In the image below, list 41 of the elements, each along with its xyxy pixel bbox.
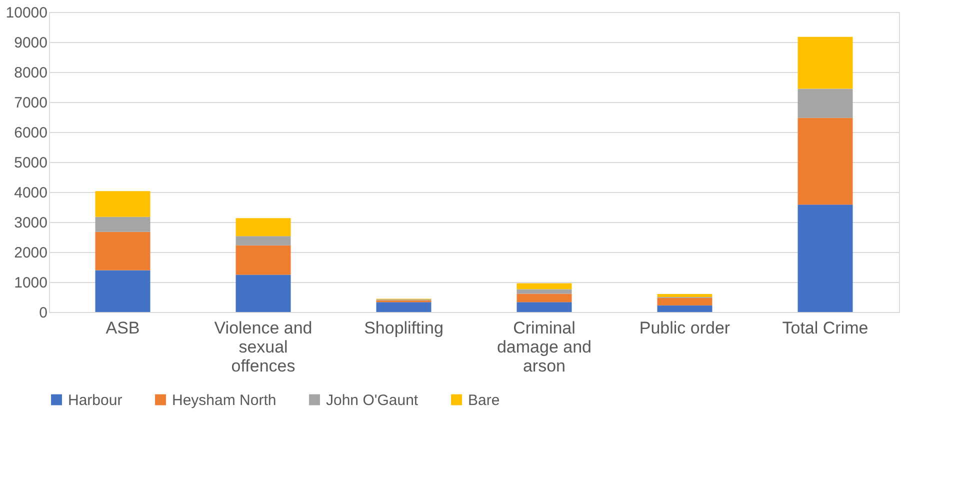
bar <box>95 216 150 232</box>
bar <box>657 294 712 297</box>
bar <box>798 118 853 205</box>
legend-label: Heysham North <box>172 392 276 409</box>
bar <box>657 305 712 312</box>
x-tick-label: Total Crime <box>782 318 868 338</box>
y-tick-label: 0 <box>39 304 48 322</box>
y-tick-label: 8000 <box>14 64 48 82</box>
bar <box>516 302 572 312</box>
bar <box>376 302 432 312</box>
legend-label: Bare <box>468 392 500 409</box>
bar <box>657 298 712 306</box>
bar <box>236 245 291 275</box>
x-tick-label: Violence and sexual offences <box>214 318 312 376</box>
bar <box>236 274 291 312</box>
y-tick-label: 4000 <box>14 184 48 202</box>
bar <box>798 88 853 118</box>
bar <box>516 289 572 294</box>
bar <box>236 236 291 246</box>
x-tick-label: ASB <box>106 318 140 338</box>
bar <box>95 191 150 217</box>
bar <box>95 270 150 312</box>
x-tick-label: Criminal damage and arson <box>496 318 592 376</box>
y-tick-label: 7000 <box>14 94 48 112</box>
bar <box>95 232 150 270</box>
y-tick-label: 10000 <box>6 4 48 22</box>
legend-label: John O'Gaunt <box>326 392 419 409</box>
y-tick-label: 9000 <box>14 34 48 52</box>
y-tick-label: 6000 <box>14 124 48 142</box>
y-tick-label: 3000 <box>14 214 48 232</box>
bar <box>516 294 572 302</box>
x-tick-label: Public order <box>639 318 730 338</box>
bar <box>236 218 291 236</box>
bar <box>798 204 853 312</box>
bar <box>516 283 572 290</box>
x-tick-label: Shoplifting <box>364 318 444 338</box>
bar <box>798 36 853 89</box>
legend-label: Harbour <box>68 392 122 409</box>
y-tick-label: 5000 <box>14 154 48 172</box>
y-tick-label: 1000 <box>14 274 48 292</box>
y-tick-label: 2000 <box>14 244 48 262</box>
